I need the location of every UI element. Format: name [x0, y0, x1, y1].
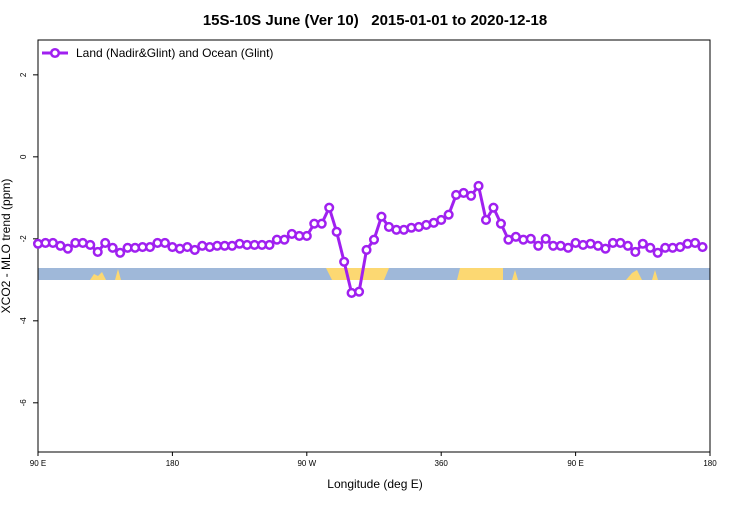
y-axis-label: XCO2 - MLO trend (ppm)	[0, 179, 13, 314]
point	[159, 237, 170, 248]
point	[697, 241, 708, 253]
y-tick-label: 2	[19, 72, 28, 77]
point	[600, 243, 611, 254]
point	[339, 256, 350, 267]
legend-marker	[49, 47, 61, 59]
x-tick-label: 360	[435, 459, 449, 468]
land-region	[652, 270, 658, 280]
point	[652, 247, 663, 258]
point	[361, 244, 372, 255]
land-region	[115, 269, 121, 280]
x-tick-label: 90 E	[30, 459, 46, 468]
y-tick-label: -6	[19, 399, 28, 407]
chart-title: 15S-10S June (Ver 10) 2015-01-01 to 2020…	[203, 12, 547, 29]
legend-label: Land (Nadir&Glint) and Ocean (Glint)	[76, 46, 273, 60]
point	[533, 240, 544, 251]
x-tick-label: 90 W	[297, 459, 316, 468]
point	[376, 211, 387, 222]
point	[540, 233, 551, 244]
point	[144, 241, 156, 253]
point	[436, 214, 447, 226]
y-tick-label: -4	[19, 317, 28, 325]
point	[488, 202, 499, 213]
point	[324, 202, 335, 213]
point	[301, 230, 312, 242]
y-tick-label: 0	[19, 154, 28, 159]
point	[622, 240, 633, 251]
land-region	[512, 270, 518, 280]
point	[331, 226, 342, 237]
point	[525, 233, 536, 244]
x-tick-label: 180	[166, 459, 180, 468]
point	[92, 246, 103, 257]
point	[107, 242, 118, 253]
point	[473, 180, 484, 191]
point	[100, 237, 111, 248]
point	[189, 244, 200, 255]
land-region	[457, 268, 503, 280]
point	[480, 214, 492, 226]
point	[563, 242, 574, 253]
point	[466, 190, 477, 201]
x-tick-label: 180	[703, 459, 717, 468]
land-region	[326, 268, 389, 280]
point	[279, 234, 290, 245]
land-ocean-strip	[38, 268, 710, 280]
y-tick-label: -2	[19, 235, 28, 243]
point	[645, 242, 656, 253]
land-region	[90, 272, 106, 280]
point	[85, 239, 96, 251]
land-region	[626, 270, 642, 280]
point	[354, 286, 365, 297]
point	[637, 238, 648, 249]
x-axis-label: Longitude (deg E)	[327, 477, 422, 491]
point	[690, 237, 701, 248]
point	[316, 218, 327, 229]
point	[630, 246, 641, 257]
x-tick-label: 90 E	[567, 459, 583, 468]
point	[443, 209, 454, 220]
point	[368, 234, 380, 245]
point	[264, 239, 275, 251]
point	[495, 218, 506, 229]
point	[62, 243, 73, 254]
point	[115, 247, 126, 258]
